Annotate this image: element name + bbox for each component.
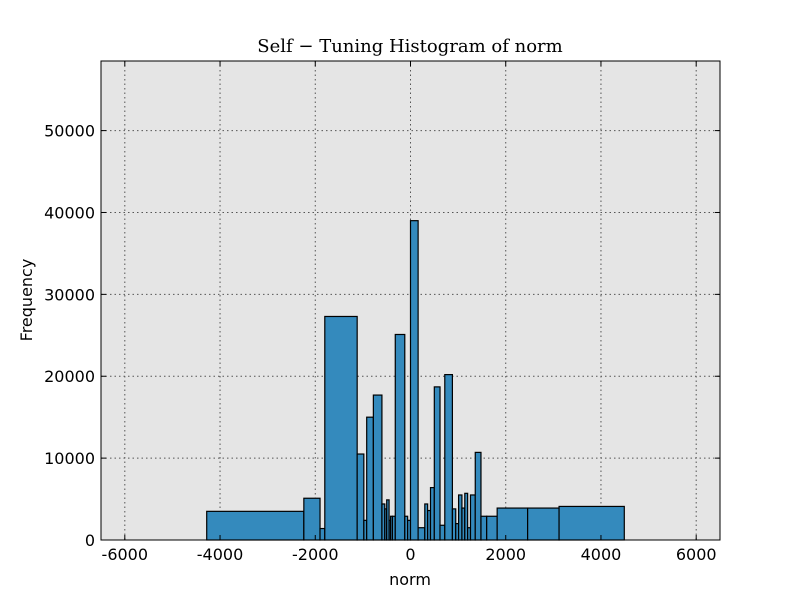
- y-tick-label: 30000: [44, 285, 95, 304]
- chart-title: Self − Tuning Histogram of norm: [257, 36, 562, 57]
- y-tick-label: 40000: [44, 203, 95, 222]
- y-tick-label: 50000: [44, 122, 95, 141]
- histogram-bar: [319, 527, 326, 541]
- y-tick-label: 10000: [44, 449, 95, 468]
- x-tick-label: -2000: [292, 545, 339, 564]
- histogram-bar: [356, 453, 365, 541]
- x-tick-label: -6000: [102, 545, 149, 564]
- histogram-bar: [527, 507, 560, 541]
- y-axis-label: Frequency: [17, 259, 36, 342]
- histogram-bar: [474, 451, 482, 541]
- histogram-bar: [444, 374, 454, 541]
- x-tick-label: 4000: [581, 545, 622, 564]
- histogram-bar: [303, 497, 321, 541]
- x-tick-label: 2000: [485, 545, 526, 564]
- y-tick-label: 20000: [44, 367, 95, 386]
- x-tick-label: 6000: [676, 545, 717, 564]
- x-tick-labels: -6000 -4000 -2000 0 2000 4000 6000: [102, 545, 717, 564]
- histogram-bar: [496, 507, 529, 541]
- x-tick-label: 0: [405, 545, 415, 564]
- histogram-bar: [394, 333, 406, 541]
- y-tick-label: 0: [85, 531, 95, 550]
- histogram-bar: [206, 510, 305, 541]
- histogram-bar: [486, 515, 498, 541]
- axis-ticks: [101, 61, 720, 541]
- histogram-bar: [409, 220, 419, 541]
- histogram-bar: [366, 416, 374, 541]
- histogram-bar: [433, 386, 441, 541]
- histogram-bar: [469, 494, 476, 541]
- histogram-bar: [439, 524, 446, 541]
- histogram-bar: [480, 515, 488, 541]
- x-axis-label: norm: [389, 570, 431, 589]
- histogram-bar: [372, 394, 383, 541]
- histogram-bar: [324, 315, 358, 541]
- histogram-bar: [558, 505, 625, 541]
- y-tick-labels: 0 10000 20000 30000 40000 50000: [44, 122, 95, 550]
- histogram-bar: [417, 527, 426, 541]
- x-tick-label: -4000: [197, 545, 244, 564]
